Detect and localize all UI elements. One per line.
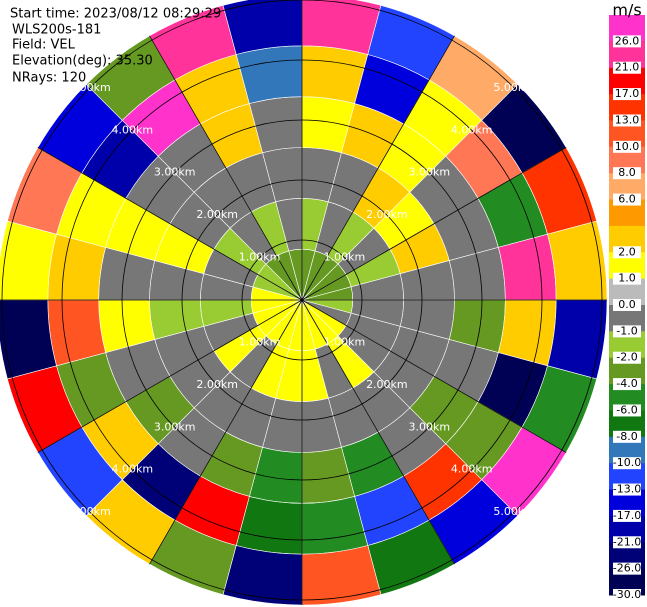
nrays: NRays: 120 — [12, 71, 86, 86]
ring-label: 2.00km — [196, 378, 238, 391]
ring-label: 2.00km — [196, 208, 238, 221]
azimuth-line — [301, 147, 567, 301]
colorbar-label: 1.0 — [618, 272, 636, 285]
colorbar-label: -10.0 — [613, 456, 641, 469]
colorbar-label-bg — [613, 61, 641, 74]
colorbar-label: -26.0 — [613, 562, 641, 575]
colorbar-label: -1.0 — [616, 324, 637, 337]
azimuth-line — [37, 147, 303, 301]
range-ring — [61, 59, 543, 541]
azimuth-line — [149, 299, 303, 565]
colorbar: 26.0 21.0 17.0 13.0 10.0 8.0 6.0 2.0 1.0 0.0 -1.0 -… — [609, 15, 645, 601]
ring-label: 3.00km — [408, 420, 450, 433]
colorbar-label-bg — [613, 457, 641, 470]
ring-label: 1.00km — [239, 251, 281, 264]
colorbar-label-bg — [613, 404, 641, 417]
elevation: Elevation(deg): 35.30 — [12, 54, 153, 69]
colorbar-label-bg — [613, 509, 641, 522]
ring-label: 3.00km — [154, 166, 196, 179]
colorbar-label: 10.0 — [615, 140, 640, 153]
colorbar-label-bg — [613, 351, 641, 364]
colorbar-label: 17.0 — [615, 87, 640, 100]
colorbar-label: 13.0 — [615, 113, 640, 126]
colorbar-label: -30.0 — [613, 588, 641, 601]
range-cell — [301, 0, 382, 55]
ring-label: 1.00km — [324, 251, 366, 264]
range-ring — [241, 239, 363, 361]
colorbar-label-bg — [613, 114, 641, 127]
range-ring — [121, 119, 483, 481]
colorbar-label: -21.0 — [613, 535, 641, 548]
range-cell — [0, 299, 57, 380]
colorbar-label: 21.0 — [615, 61, 640, 74]
range-cell — [547, 220, 608, 301]
colorbar-label: -2.0 — [616, 351, 637, 364]
range-cell — [222, 0, 303, 55]
azimuth-line — [301, 35, 455, 301]
ring-label: 5.00km — [493, 81, 535, 94]
ring-label: 3.00km — [154, 420, 196, 433]
colorbar-label: -13.0 — [613, 483, 641, 496]
colorbar-label-bg — [613, 562, 641, 575]
colorbar-label: 2.0 — [618, 245, 636, 258]
colorbar-label-bg — [613, 378, 641, 391]
ring-label: 4.00km — [451, 463, 493, 476]
ring-label: 4.00km — [112, 463, 154, 476]
colorbar-unit: m/s — [612, 1, 641, 20]
colorbar-label: 0.0 — [618, 298, 636, 311]
colorbar-label-bg — [613, 193, 641, 206]
colorbar-label-bg — [613, 589, 641, 601]
colorbar-label: 26.0 — [615, 34, 640, 47]
colorbar-label-bg — [613, 483, 641, 496]
colorbar-label: -6.0 — [616, 403, 637, 416]
range-cell — [547, 299, 608, 380]
range-cell — [222, 545, 303, 606]
ring-label: 4.00km — [451, 123, 493, 136]
ring-label: 4.00km — [112, 123, 154, 136]
colorbar-label: -8.0 — [616, 430, 637, 443]
ring-label: 1.00km — [324, 335, 366, 348]
colorbar-label: 6.0 — [618, 193, 636, 206]
polar-grid: 1.00km 1.00km 1.00km 1.00km 2.00km 2.00km 2.00… — [0, 0, 607, 605]
azimuth-line — [301, 299, 455, 565]
ring-label: 5.00km — [493, 505, 535, 518]
ring-label: 1.00km — [239, 335, 281, 348]
azimuth-line — [301, 299, 567, 453]
azimuth-line — [149, 35, 303, 301]
ring-label: 2.00km — [366, 208, 408, 221]
colorbar-label-bg — [613, 325, 641, 338]
ring-label: 5.00km — [69, 81, 111, 94]
colorbar-label: -17.0 — [613, 509, 641, 522]
ring-label: 2.00km — [366, 378, 408, 391]
colorbar-label-bg — [613, 430, 641, 443]
colorbar-label-bg — [613, 272, 641, 285]
ring-label: 3.00km — [408, 166, 450, 179]
colorbar-label: -4.0 — [616, 377, 637, 390]
colorbar-label-bg — [613, 88, 641, 101]
colorbar-label-bg — [613, 536, 641, 549]
range-cell — [0, 220, 57, 301]
colorbar-label-bg — [613, 167, 641, 180]
colorbar-label-bg — [613, 140, 641, 153]
range-ring — [1, 0, 603, 601]
instrument: WLS200s-181 — [12, 23, 101, 38]
range-cell — [301, 545, 382, 606]
colorbar-label-bg — [613, 299, 641, 311]
ring-label: 5.00km — [69, 505, 111, 518]
start-time: Start time: 2023/08/12 08:29:29 — [10, 7, 221, 22]
colorbar-label-bg — [613, 246, 641, 259]
azimuth-line — [37, 299, 303, 453]
colorbar-label: 8.0 — [618, 166, 636, 179]
range-ring — [181, 179, 423, 421]
colorbar-label-bg — [613, 35, 641, 48]
field-name: Field: VEL — [12, 38, 76, 53]
